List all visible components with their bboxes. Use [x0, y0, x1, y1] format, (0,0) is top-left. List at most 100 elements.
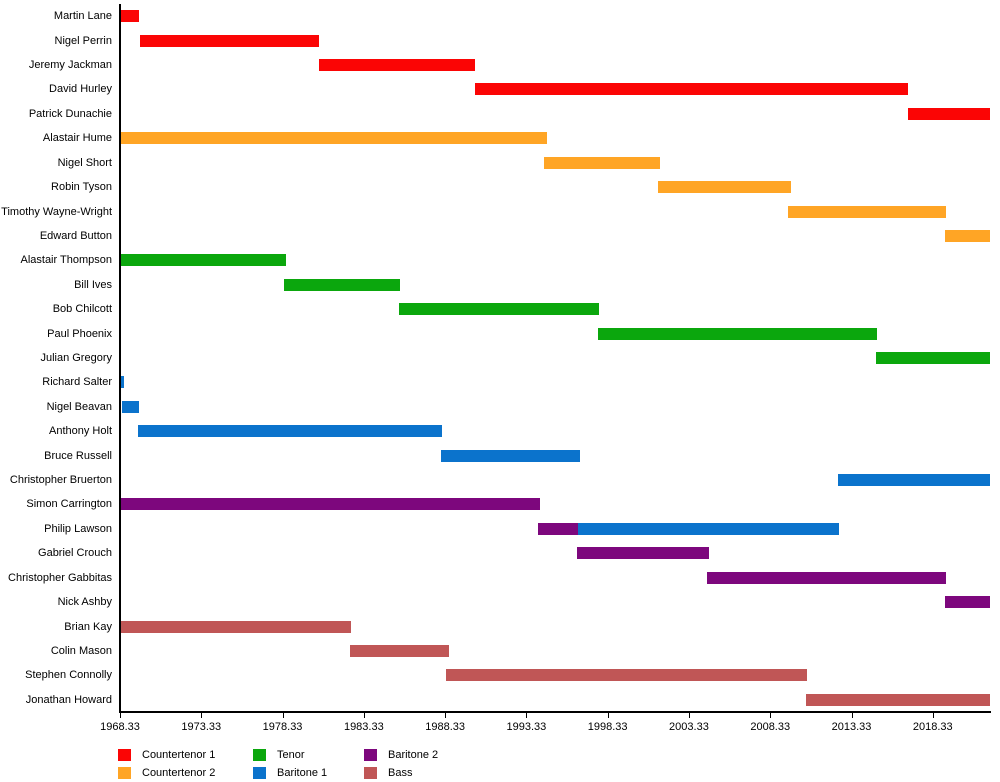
row-label: Brian Kay [64, 620, 112, 633]
x-axis-tick [932, 713, 934, 718]
x-axis-tick [363, 713, 365, 718]
legend-column: Countertenor 1 Countertenor 2 [118, 746, 253, 782]
y-axis-line [119, 4, 121, 713]
bar-segment [474, 83, 908, 96]
legend-swatch [364, 749, 377, 761]
x-axis-tick [201, 713, 203, 718]
bar-segment [944, 596, 990, 609]
bar-segment [577, 522, 839, 535]
legend-entry: Tenor [253, 746, 364, 764]
x-axis-tick [526, 713, 528, 718]
plot-area [120, 4, 990, 712]
legend-swatch [253, 749, 266, 761]
legend-label: Countertenor 1 [142, 749, 216, 761]
legend-swatch [253, 767, 266, 779]
bar-segment [875, 352, 990, 364]
legend-label: Countertenor 2 [142, 767, 216, 779]
row-label: Nigel Perrin [54, 34, 112, 47]
legend-column: Baritone 2 Bass [364, 746, 438, 782]
row-label: Alastair Hume [42, 132, 112, 145]
x-axis-tick-label: 2003.33 [669, 721, 709, 733]
x-axis-tick-label: 2018.33 [912, 721, 953, 733]
x-axis-tick-label: 1988.33 [425, 721, 465, 733]
bar-segment [121, 498, 540, 511]
bar-segment [121, 376, 125, 389]
bar-segment [788, 205, 946, 218]
row-label: Julian Gregory [40, 352, 112, 364]
x-axis-tick [851, 713, 853, 718]
x-axis-tick-label: 2013.33 [831, 721, 872, 733]
row-label: Paul Phoenix [47, 327, 112, 340]
x-axis-tick-label: 1993.33 [506, 721, 547, 733]
row-label: Martin Lane [53, 10, 112, 23]
bar-segment [657, 181, 791, 194]
row-label: Nick Ashby [57, 596, 112, 609]
legend-swatch [118, 767, 131, 779]
bar-segment [944, 229, 990, 242]
legend-column: Tenor Baritone 1 [253, 746, 364, 782]
bar-segment [349, 644, 449, 657]
row-label: Nigel Beavan [46, 400, 112, 413]
bar-segment [318, 59, 475, 72]
row-label: Bill Ives [74, 278, 112, 291]
row-label: Bruce Russell [44, 449, 112, 462]
x-axis-tick [120, 713, 121, 718]
x-axis-line [119, 711, 991, 713]
row-label: Colin Mason [50, 644, 112, 657]
bar-segment [446, 669, 808, 682]
row-label: Simon Carrington [26, 498, 112, 511]
bar-segment [544, 156, 660, 169]
bar-segment [837, 474, 990, 487]
bar-segment [121, 254, 286, 267]
legend-label: Tenor [277, 749, 305, 761]
row-label: Alastair Thompson [20, 254, 112, 267]
legend-label: Baritone 1 [277, 767, 328, 779]
x-axis-tick [688, 713, 690, 718]
bar-segment [121, 10, 140, 23]
x-axis-tick [445, 713, 447, 718]
bar-segment [121, 132, 548, 145]
bar-segment [576, 547, 709, 560]
x-axis-tick-label: 1983.33 [343, 721, 384, 733]
row-label: Timothy Wayne-Wright [1, 205, 112, 218]
legend-entry: Baritone 1 [253, 764, 364, 782]
x-axis-tick [770, 713, 772, 718]
legend-swatch [364, 767, 377, 779]
bar-segment [284, 278, 400, 291]
row-label: David Hurley [49, 83, 112, 96]
row-label: Robin Tyson [51, 181, 112, 194]
bar-segment [139, 34, 319, 47]
bar-segment [538, 522, 578, 535]
x-axis-tick-label: 1973.33 [181, 721, 222, 733]
legend-entry: Countertenor 2 [118, 764, 253, 782]
row-label: Jonathan Howard [25, 693, 112, 706]
bar-segment [399, 303, 599, 316]
row-label: Gabriel Crouch [38, 547, 112, 560]
legend-entry: Baritone 2 [364, 746, 438, 764]
bar-segment [707, 571, 947, 584]
row-label: Anthony Holt [49, 425, 112, 438]
row-label: Christopher Bruerton [9, 474, 112, 487]
row-label: Bob Chilcott [52, 303, 112, 316]
legend-entry: Countertenor 1 [118, 746, 253, 764]
row-label: Edward Button [39, 229, 112, 242]
row-label: Richard Salter [42, 376, 112, 389]
bar-segment [121, 620, 351, 633]
bar-segment [121, 400, 139, 413]
x-axis-tick [282, 713, 284, 718]
row-label: Stephen Connolly [25, 669, 112, 682]
x-axis-tick-label: 1998.33 [587, 721, 628, 733]
legend: Countertenor 1 Countertenor 2 Tenor Bariton… [118, 746, 438, 782]
bar-segment [907, 107, 990, 120]
bar-segment [440, 449, 580, 462]
legend-label: Baritone 2 [388, 749, 439, 761]
row-label: Patrick Dunachie [28, 107, 112, 120]
bar-segment [597, 327, 877, 340]
x-axis-tick-label: 2008.33 [750, 721, 791, 733]
legend-label: Bass [388, 767, 413, 779]
x-axis-tick-label: 1978.33 [262, 721, 303, 733]
bar-segment [138, 425, 442, 438]
row-label: Christopher Gabbitas [8, 571, 112, 584]
legend-swatch [118, 749, 131, 761]
